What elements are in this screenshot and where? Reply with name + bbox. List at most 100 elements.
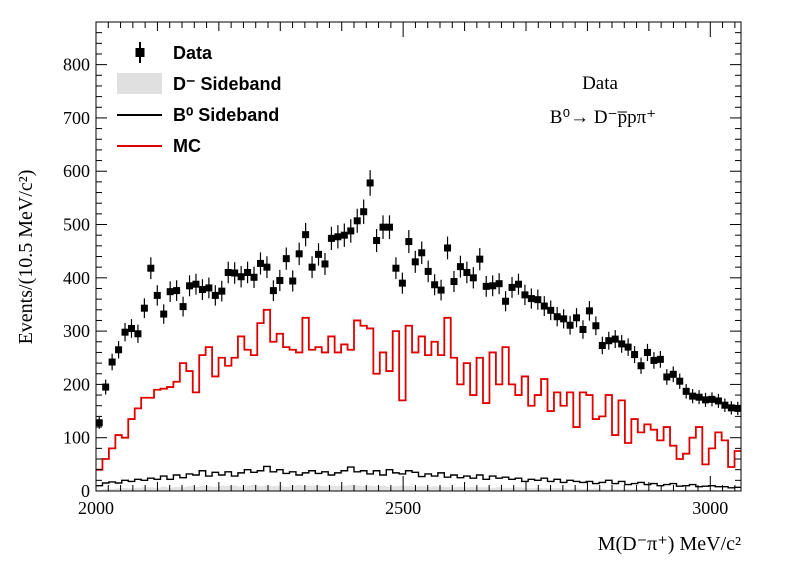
- d-sideband-bin: [483, 487, 490, 491]
- d-sideband-bin: [431, 486, 438, 491]
- data-point: [411, 258, 419, 266]
- y-tick-label: 700: [63, 108, 90, 128]
- data-point: [192, 280, 200, 288]
- d-sideband-bin: [508, 487, 516, 491]
- data-point: [108, 358, 116, 366]
- b0-sideband-layer: [96, 465, 741, 489]
- data-point: [250, 273, 258, 281]
- d-sideband-bin: [495, 487, 503, 491]
- d-sideband-bin: [244, 485, 251, 491]
- d-sideband-bin: [250, 485, 258, 491]
- data-point: [734, 404, 742, 412]
- d-sideband-bin: [379, 485, 387, 491]
- d-sideband-bin: [96, 489, 103, 491]
- d-sideband-bin: [386, 486, 393, 491]
- d-sideband-bin: [618, 489, 625, 491]
- data-point: [321, 260, 329, 268]
- d-sideband-bin: [173, 486, 180, 491]
- d-sideband-bin: [708, 489, 716, 491]
- data-point: [198, 286, 206, 294]
- legend-item-b0-sideband: B⁰ Sideband: [117, 105, 279, 125]
- d-sideband-bin: [392, 486, 400, 491]
- legend-data-marker: [135, 48, 145, 57]
- data-point: [585, 307, 593, 315]
- d-sideband-bin: [199, 485, 206, 491]
- data-point: [405, 238, 413, 246]
- d-sideband-bin: [521, 487, 529, 491]
- d-sideband-bin: [695, 489, 703, 491]
- data-point: [656, 355, 664, 363]
- data-point: [218, 287, 226, 295]
- data-point: [327, 234, 335, 242]
- data-point: [592, 322, 600, 330]
- data-point: [282, 255, 290, 263]
- data-point: [708, 395, 716, 403]
- data-point: [308, 263, 316, 271]
- d-sideband-bin: [502, 487, 509, 491]
- axis-ticks: 0 100 200 300 400 500 600 700 800 2000 2500 3000: [63, 22, 741, 518]
- data-point: [573, 314, 581, 322]
- data-point: [663, 373, 671, 381]
- d-sideband-bin: [102, 488, 109, 491]
- d-sideband-bin: [115, 488, 122, 491]
- d-sideband-bin: [179, 487, 187, 491]
- y-tick-label: 800: [63, 55, 90, 75]
- data-point: [669, 370, 677, 378]
- d-sideband-bin: [128, 488, 135, 491]
- data-point: [166, 288, 174, 296]
- data-point: [244, 268, 252, 276]
- d-sideband-bin: [515, 487, 522, 491]
- data-point: [186, 282, 194, 290]
- d-sideband-bin: [108, 488, 116, 491]
- data-point: [444, 244, 452, 252]
- d-sideband-bin: [560, 488, 567, 491]
- d-sideband-bin: [134, 487, 142, 491]
- d-sideband-bin: [541, 488, 548, 491]
- data-point: [295, 250, 303, 258]
- d-sideband-bin: [612, 488, 619, 491]
- legend-d-sideband-swatch: [117, 73, 162, 94]
- legend: Data D⁻ Sideband B⁰ Sideband MC: [117, 42, 282, 156]
- d-sideband-bin: [347, 485, 354, 491]
- data-point: [179, 303, 187, 311]
- d-sideband-bin: [657, 489, 664, 491]
- d-sideband-bin: [637, 489, 645, 491]
- d-sideband-bin: [328, 485, 335, 491]
- data-point: [424, 267, 432, 275]
- d-sideband-bin: [302, 486, 309, 491]
- d-sideband-bin: [489, 487, 496, 491]
- d-sideband-bin: [450, 487, 458, 491]
- d-sideband-bin: [121, 487, 129, 491]
- data-point: [147, 264, 155, 272]
- data-point: [508, 283, 516, 291]
- data-point: [269, 287, 277, 295]
- y-tick-label: 0: [81, 481, 90, 501]
- d-sideband-bin: [192, 486, 200, 491]
- d-sideband-bin: [212, 486, 219, 491]
- legend-item-mc: MC: [117, 136, 201, 156]
- x-axis-title: M(D⁻π⁺) MeV/c²: [598, 533, 741, 555]
- d-sideband-bin: [624, 488, 632, 491]
- y-tick-label: 200: [63, 374, 90, 394]
- legend-label-data: Data: [173, 43, 213, 63]
- d-sideband-bin: [599, 488, 606, 491]
- data-point: [431, 281, 439, 289]
- data-point: [482, 282, 490, 290]
- data-point: [534, 296, 542, 304]
- d-sideband-bin: [663, 489, 671, 491]
- legend-label-d-sideband: D⁻ Sideband: [173, 74, 282, 94]
- d-sideband-bin: [631, 489, 638, 491]
- data-point: [360, 208, 368, 216]
- d-sideband-bin: [295, 485, 303, 491]
- data-point: [624, 343, 632, 351]
- d-sideband-bin: [444, 486, 451, 491]
- x-tick-label: 2000: [78, 498, 114, 518]
- data-point: [611, 335, 619, 343]
- d-sideband-bin: [354, 485, 361, 491]
- data-point: [385, 223, 393, 231]
- d-sideband-bin: [650, 489, 658, 491]
- data-point: [340, 231, 348, 239]
- d-sideband-bin: [147, 487, 155, 491]
- data-point: [637, 362, 645, 370]
